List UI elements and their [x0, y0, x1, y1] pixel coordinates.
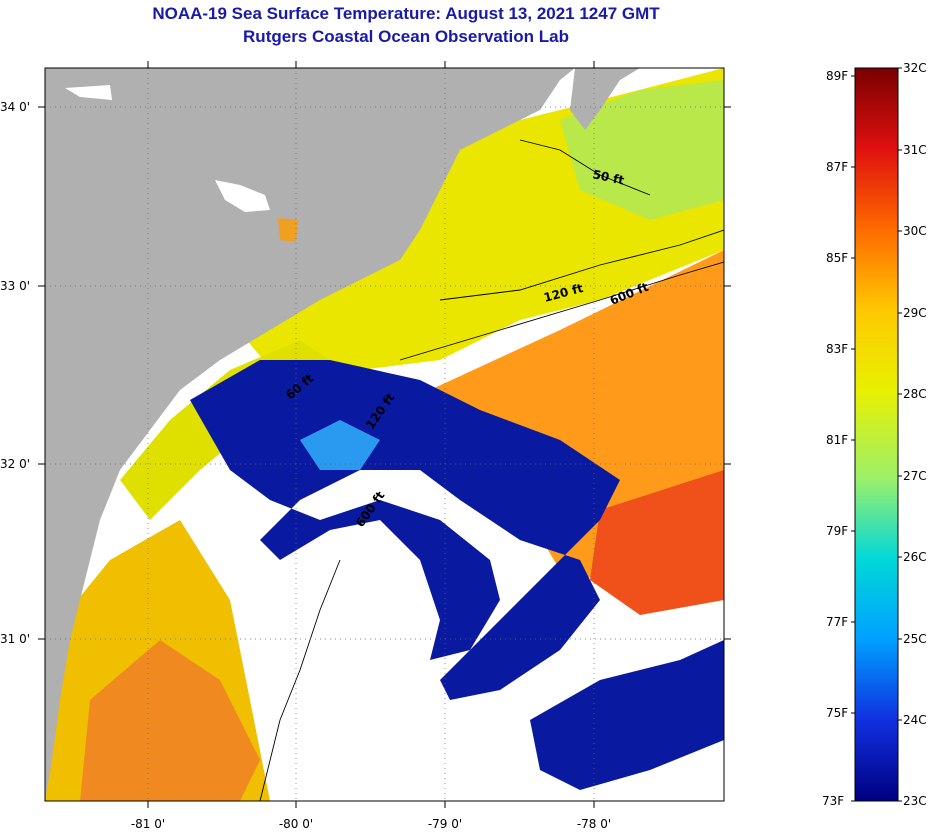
cb-f-83: 83F [826, 342, 848, 356]
cb-c-23: 23C [903, 794, 927, 808]
hot-water-patch [590, 470, 724, 615]
isobath-label-50ft: 50 ft [591, 167, 625, 187]
axis-ticks [38, 61, 731, 808]
lat-label-33: 33 0' [0, 279, 30, 293]
cb-c-30: 30C [903, 224, 927, 238]
isobath-south [259, 559, 341, 801]
cb-c-31: 31C [903, 143, 927, 157]
map-plot-area: 50 ft 120 ft 600 ft 60 ft 120 ft 600 ft [45, 68, 724, 801]
cb-f-85: 85F [826, 251, 848, 265]
lat-label-32: 32 0' [0, 457, 30, 471]
inland-warm-patch [278, 218, 298, 242]
land-area [45, 68, 575, 801]
lon-label-78: -78 0' [577, 817, 611, 831]
lat-label-31: 31 0' [0, 632, 30, 646]
cb-f-87: 87F [826, 160, 848, 174]
shelf-water-northeast [560, 80, 724, 220]
lat-label-34: 34 0' [0, 100, 30, 114]
colorbar: 89F 87F 85F 83F 81F 79F 77F 75F 73F 32C … [822, 61, 927, 808]
cold-water-southeast [530, 640, 724, 790]
lon-label-79: -79 0' [428, 817, 462, 831]
cb-f-75: 75F [826, 706, 848, 720]
cb-c-24: 24C [903, 713, 927, 727]
graticule [45, 68, 724, 801]
isobath-120ft-north [439, 229, 724, 301]
colorbar-gradient [854, 67, 899, 802]
cold-water-band [190, 360, 620, 700]
lon-label-81: -81 0' [131, 817, 165, 831]
cloud-patch-2 [65, 85, 112, 100]
lon-label-80: -80 0' [279, 817, 313, 831]
cb-c-29: 29C [903, 306, 927, 320]
cb-c-32: 32C [903, 61, 927, 75]
map-frame [44, 67, 725, 802]
cb-c-25: 25C [903, 632, 927, 646]
cloud-patch-1 [215, 180, 270, 212]
cb-c-28: 28C [903, 387, 927, 401]
isobath-50ft [519, 139, 651, 196]
cb-f-89: 89F [826, 69, 848, 83]
warm-water-south [80, 640, 260, 801]
map-title: NOAA-19 Sea Surface Temperature: August … [152, 4, 660, 23]
land-northeast-strip [570, 68, 640, 130]
isobath-600ft-north [399, 261, 724, 361]
cb-f-77: 77F [826, 615, 848, 629]
cb-f-79: 79F [826, 524, 848, 538]
cyan-water-patch [300, 420, 380, 470]
map-subtitle: Rutgers Coastal Ocean Observation Lab [243, 27, 569, 46]
cb-f-73: 73F [822, 794, 844, 808]
cb-f-81: 81F [826, 433, 848, 447]
cb-c-26: 26C [903, 550, 927, 564]
cb-c-27: 27C [903, 469, 927, 483]
